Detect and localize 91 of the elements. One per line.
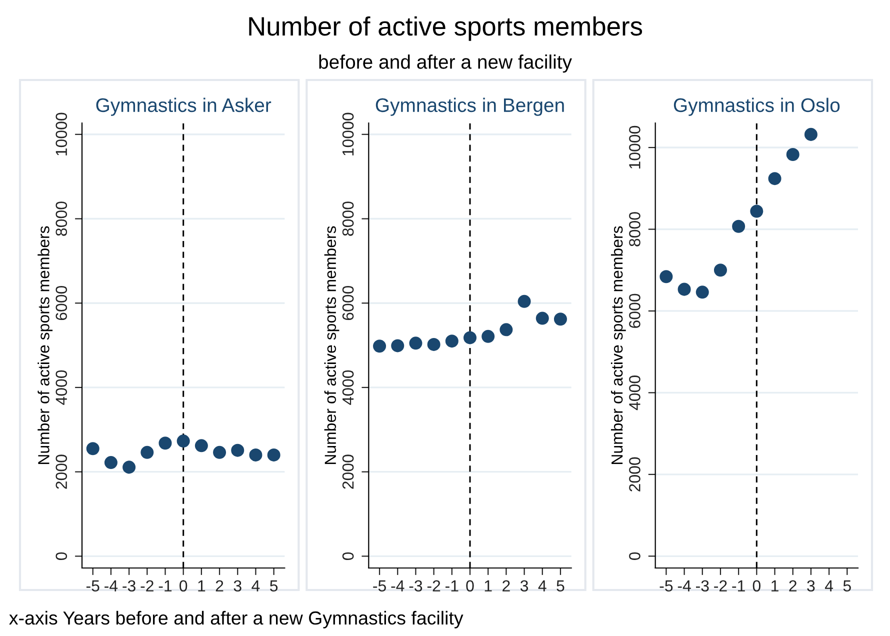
- x-tick-label: -5: [86, 580, 100, 592]
- point: [176, 434, 190, 448]
- point: [86, 442, 100, 456]
- x-tick-label: -5: [373, 580, 386, 592]
- point: [732, 220, 746, 233]
- point: [696, 286, 709, 299]
- point: [231, 444, 244, 457]
- y-tick-label: 6000: [629, 294, 640, 328]
- x-tick-label: -3: [409, 580, 422, 592]
- point: [714, 264, 727, 277]
- point: [267, 448, 280, 462]
- point: [660, 270, 673, 284]
- point: [104, 456, 118, 470]
- y-tick-label: 10000: [629, 126, 640, 169]
- x-tick-label: 2: [502, 580, 510, 592]
- point: [158, 436, 172, 450]
- x-tick-label: -1: [446, 580, 458, 592]
- point: [213, 446, 226, 459]
- y-tick-label: 10000: [342, 112, 354, 156]
- x-tick-label: 3: [807, 580, 815, 592]
- y-axis-title: Number of active sports members: [324, 226, 340, 464]
- y-tick-label: 0: [56, 552, 68, 560]
- point: [249, 448, 262, 462]
- point: [391, 339, 404, 352]
- x-tick-label: 0: [466, 580, 474, 592]
- x-tick-label: -4: [104, 580, 118, 592]
- y-tick-label: 0: [629, 552, 640, 560]
- chart-title: Gymnastics in Oslo: [674, 98, 840, 116]
- point: [122, 460, 136, 474]
- x-tick-label: -3: [122, 580, 136, 592]
- point: [768, 172, 782, 186]
- point: [678, 282, 691, 296]
- text: before and after a new facility: [319, 54, 572, 73]
- point: [140, 446, 154, 459]
- point: [804, 128, 818, 141]
- y-tick-label: 10000: [56, 112, 68, 156]
- x-tick-label: 4: [252, 580, 260, 592]
- x-tick-label: -1: [732, 580, 745, 592]
- point: [536, 312, 549, 325]
- y-tick-label: 2000: [342, 454, 354, 489]
- point: [463, 331, 477, 344]
- x-tick-label: 4: [538, 580, 546, 592]
- x-tick-label: -4: [391, 580, 404, 592]
- point: [445, 334, 458, 348]
- x-tick-label: -2: [140, 580, 154, 592]
- x-tick-label: 4: [824, 580, 834, 592]
- x-tick-label: 0: [180, 580, 188, 592]
- x-tick-label: 3: [520, 580, 528, 592]
- x-tick-label: 5: [556, 580, 564, 592]
- y-axis-title: Number of active sports members: [610, 226, 626, 464]
- x-tick-label: -2: [427, 580, 440, 592]
- x-tick-label: 0: [752, 580, 760, 592]
- text: x-axis Years before and after a new Gymnastics facility: [9, 610, 464, 628]
- point: [500, 323, 513, 336]
- y-tick-label: 8000: [56, 202, 68, 236]
- y-tick-label: 8000: [629, 212, 640, 246]
- x-tick-label: 2: [789, 580, 796, 592]
- y-tick-label: 2000: [629, 457, 640, 492]
- chart-title: Gymnastics in Asker: [96, 98, 272, 116]
- x-tick-label: 2: [216, 580, 224, 592]
- point: [194, 439, 208, 452]
- point: [409, 336, 422, 350]
- point: [373, 340, 386, 353]
- point: [427, 338, 440, 351]
- text: Number of active sports members: [249, 16, 642, 41]
- y-tick-label: 8000: [342, 202, 354, 236]
- x-tick-label: 3: [234, 580, 242, 592]
- y-tick-label: 6000: [342, 286, 354, 320]
- x-tick-label: 5: [270, 580, 278, 592]
- x-tick-label: 1: [198, 580, 206, 592]
- y-tick-label: 4000: [56, 370, 68, 405]
- x-tick-label: 1: [484, 580, 492, 592]
- y-tick-label: 4000: [342, 370, 354, 405]
- x-tick-label: -4: [678, 580, 691, 592]
- point: [786, 148, 800, 161]
- x-tick-label: 1: [772, 580, 778, 592]
- x-tick-label: -1: [158, 580, 172, 592]
- x-tick-label: -2: [714, 580, 727, 592]
- x-tick-label: -3: [696, 580, 709, 592]
- x-tick-label: -5: [660, 580, 673, 592]
- y-tick-label: 4000: [629, 376, 640, 410]
- point: [554, 312, 567, 326]
- chart-title: Gymnastics in Bergen: [376, 98, 564, 116]
- y-tick-label: 6000: [56, 286, 68, 320]
- y-axis-title: Number of active sports members: [38, 226, 53, 464]
- x-tick-label: 5: [843, 580, 851, 592]
- point: [750, 204, 764, 218]
- point: [482, 330, 495, 343]
- y-tick-label: 2000: [56, 454, 68, 489]
- y-tick-label: 0: [342, 552, 354, 560]
- point: [518, 294, 531, 308]
